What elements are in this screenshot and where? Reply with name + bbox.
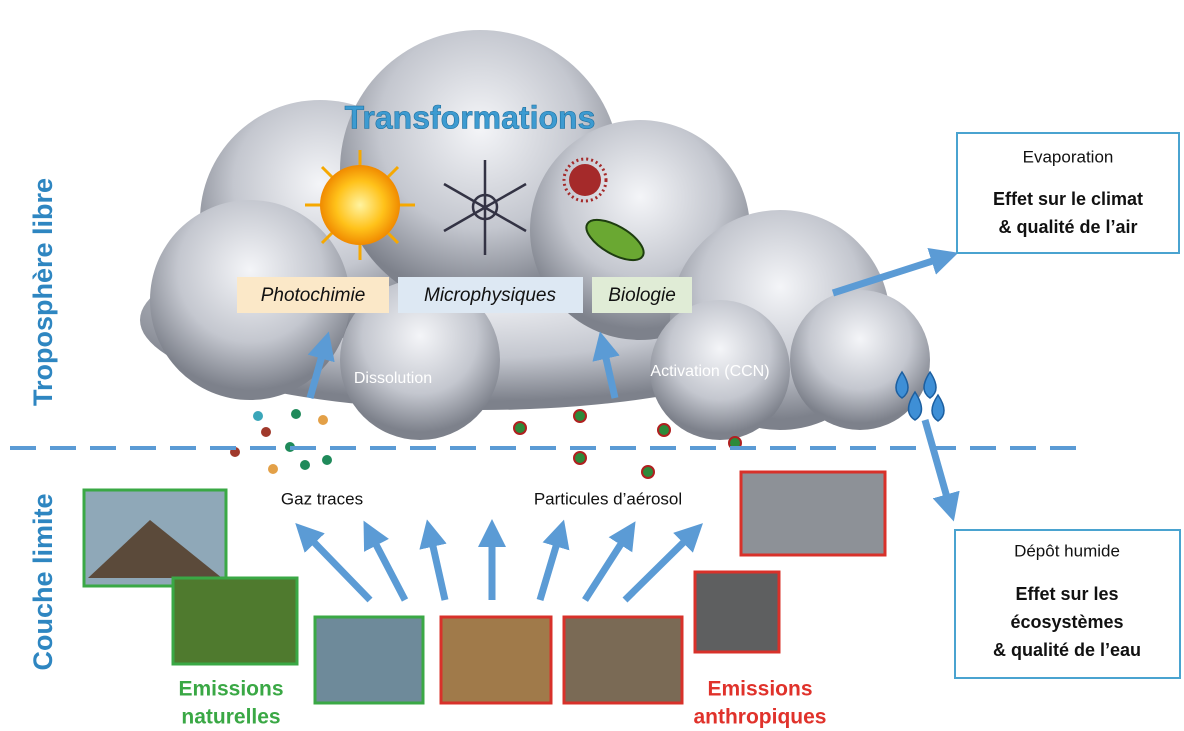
- layer-label: Troposphère libre: [28, 178, 58, 406]
- species-label: Gaz traces: [281, 489, 363, 508]
- pathway-label: Activation (CCN): [650, 363, 769, 380]
- process-label: Microphysiques: [424, 285, 556, 306]
- box-text: Effet sur le climat: [993, 189, 1143, 209]
- pathway-label: Dissolution: [354, 370, 432, 387]
- process-label: Photochimie: [261, 285, 366, 306]
- cloud: [140, 30, 930, 440]
- box-text: Effet sur les: [1015, 584, 1118, 604]
- arrow: [925, 420, 950, 508]
- box-text: & qualité de l’eau: [993, 640, 1141, 660]
- emission-arrows: [305, 533, 693, 600]
- emission-label: Emissions: [707, 678, 812, 701]
- box-heading: Evaporation: [1023, 147, 1114, 166]
- species-label: Particules d’aérosol: [534, 489, 682, 508]
- gas-particles: [230, 409, 332, 474]
- box-text: & qualité de l’air: [998, 217, 1137, 237]
- emission-label: naturelles: [181, 706, 280, 729]
- layer-label: Couche limite: [28, 493, 58, 670]
- process-label: Biologie: [608, 285, 676, 306]
- title: Transformations: [345, 99, 596, 135]
- box-heading: Dépôt humide: [1014, 541, 1120, 560]
- diagram: Transformations Photochimie Microphysiqu…: [0, 0, 1184, 731]
- box-text: écosystèmes: [1010, 612, 1123, 632]
- emission-label: anthropiques: [693, 706, 826, 729]
- emission-label: Emissions: [178, 678, 283, 701]
- photo-natural: [84, 490, 423, 703]
